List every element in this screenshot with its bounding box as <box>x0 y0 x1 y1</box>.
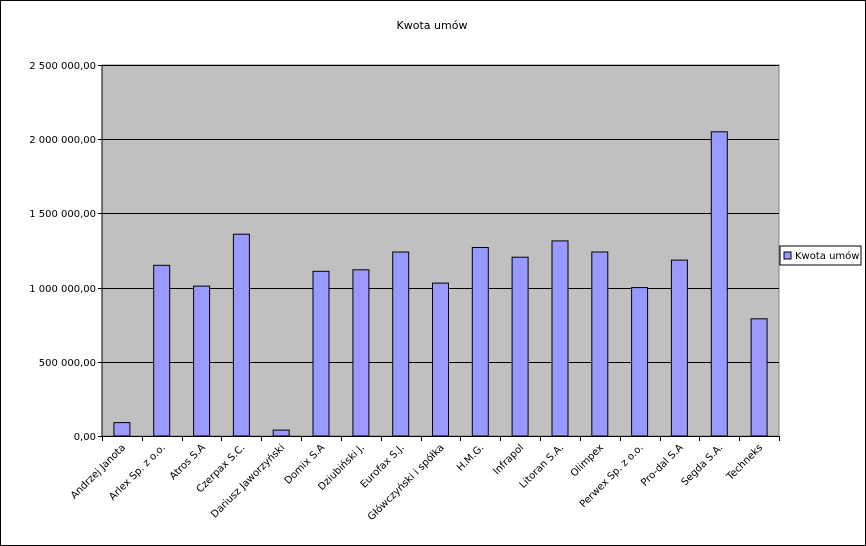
legend: Kwota umów <box>779 245 862 266</box>
legend-swatch <box>783 251 792 260</box>
bar <box>312 270 330 437</box>
x-tick-label: H.M.G. <box>455 442 486 473</box>
x-tick-label: Techneks <box>724 442 765 483</box>
bar <box>471 247 489 437</box>
x-tick-label: Segda S.A. <box>680 442 726 488</box>
bar <box>591 251 609 437</box>
bar <box>153 264 171 437</box>
bar <box>432 282 449 437</box>
bar <box>352 269 370 437</box>
bar <box>710 131 728 437</box>
bar <box>392 251 410 437</box>
x-tick-label: Pro-dal S.A <box>639 442 685 488</box>
y-tick-label: 2 000 000,00 <box>29 135 96 146</box>
bar <box>670 259 688 437</box>
chart-title: Kwota umów <box>397 19 468 32</box>
y-tick-label: 1 500 000,00 <box>29 209 96 220</box>
y-tick-label: 500 000,00 <box>39 358 96 369</box>
x-tick-label: Dariusz Jaworzyński <box>209 442 288 521</box>
x-tick-label: Olimpex <box>569 442 606 479</box>
x-tick-label: Główczyński i spółka <box>365 442 446 523</box>
legend-box <box>779 245 862 266</box>
bar <box>272 429 290 437</box>
bar <box>193 285 211 437</box>
bar <box>511 256 529 437</box>
y-tick-label: 1 000 000,00 <box>29 284 96 295</box>
bar <box>232 233 250 437</box>
x-tick-label: Infrapol <box>491 442 526 477</box>
y-tick-label: 0,00 <box>74 432 96 443</box>
bar <box>113 422 131 437</box>
legend-label: Kwota umów <box>795 250 859 262</box>
y-axis: 0,00 500 000,00 1 000 000,00 1 500 000,00 2 … <box>29 61 103 443</box>
bar <box>750 318 768 437</box>
y-tick-label: 2 500 000,00 <box>29 61 96 72</box>
x-tick-label: Atros S.A <box>168 442 208 482</box>
bar <box>631 287 649 437</box>
bar <box>551 240 569 437</box>
